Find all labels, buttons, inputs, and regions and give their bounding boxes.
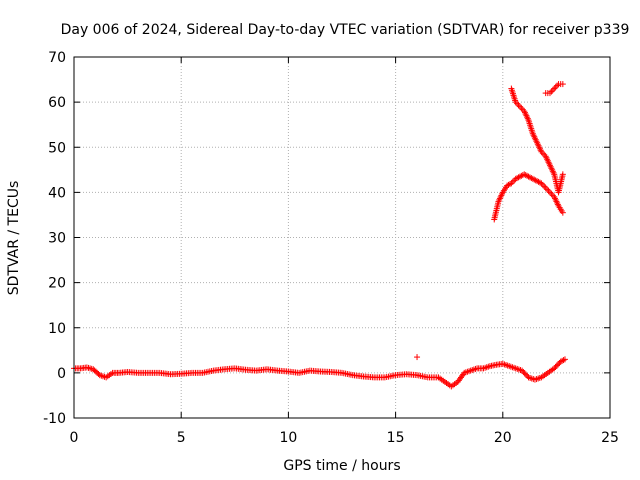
data-point [519, 367, 526, 374]
data-point [559, 209, 566, 216]
y-tick-label: -10 [43, 411, 66, 427]
y-tick-label: 0 [57, 366, 66, 382]
data-point [521, 370, 528, 377]
data-point [522, 371, 529, 378]
data-point [414, 354, 421, 361]
data-point [555, 361, 562, 368]
x-axis-label: GPS time / hours [283, 458, 400, 474]
x-tick-label: 10 [279, 430, 297, 446]
x-tick-label: 5 [177, 430, 186, 446]
data-point [552, 364, 559, 371]
y-tick-label: 70 [48, 50, 66, 66]
data-point [551, 365, 558, 372]
ticks [73, 56, 611, 419]
x-tick-label: 20 [494, 430, 512, 446]
y-tick-label: 10 [48, 321, 66, 337]
data-point [559, 171, 566, 178]
y-tick-label: 30 [48, 231, 66, 247]
x-tick-label: 25 [601, 430, 619, 446]
data-point [561, 356, 568, 363]
y-tick-label: 40 [48, 185, 66, 201]
y-tick-label: 20 [48, 276, 66, 292]
x-tick-label: 0 [70, 430, 79, 446]
chart-title: Day 006 of 2024, Sidereal Day-to-day VTE… [61, 22, 630, 38]
y-axis-label: SDTVAR / TECUs [6, 181, 22, 296]
data-point [520, 368, 527, 375]
data-point [553, 362, 560, 369]
data-point [559, 81, 566, 88]
y-tick-label: 50 [48, 140, 66, 156]
data-marks [71, 81, 568, 390]
x-tick-label: 15 [387, 430, 405, 446]
y-tick-label: 60 [48, 95, 66, 111]
data-point [560, 357, 567, 364]
